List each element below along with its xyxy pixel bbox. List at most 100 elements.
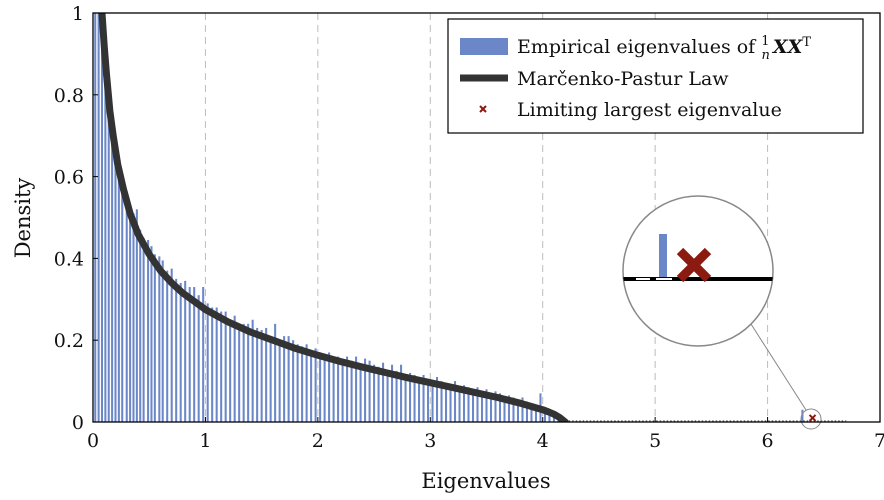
histogram-bar	[104, 33, 107, 422]
histogram-bar	[453, 381, 457, 422]
histogram-bar	[373, 364, 376, 422]
histogram-bar	[449, 385, 452, 422]
plot-frame	[92, 12, 881, 423]
histogram-bar	[462, 385, 466, 422]
histogram-bar	[206, 303, 209, 422]
histogram-bar	[480, 391, 484, 422]
histogram-bar	[158, 256, 161, 422]
histogram-bar	[247, 323, 250, 422]
x-axis-title: Eigenvalues	[421, 469, 550, 493]
histogram-bar	[409, 372, 412, 422]
histogram-bar	[485, 389, 488, 422]
histogram-bar	[521, 397, 524, 422]
histogram-bar	[238, 327, 241, 422]
x-tick-label: 7	[874, 430, 884, 452]
histogram-bar	[283, 336, 286, 422]
histogram-bar	[193, 287, 196, 422]
x-tick-label: 6	[762, 430, 774, 452]
histogram-bar	[377, 366, 380, 422]
histogram-bar	[274, 323, 277, 422]
y-tick-label: 0	[72, 412, 84, 434]
histogram-bar	[287, 336, 290, 422]
mp-law-curve-layer	[98, 13, 569, 422]
histogram-bar	[467, 387, 470, 422]
histogram-bar	[211, 307, 214, 422]
histogram-bar	[440, 381, 443, 422]
histogram-bar	[142, 237, 145, 422]
legend-fraction-numerator: 1	[761, 34, 769, 49]
histogram-bar	[337, 356, 340, 422]
histogram-bar	[458, 387, 461, 422]
histogram-bar	[121, 176, 124, 422]
histogram-bar	[132, 213, 135, 422]
histogram-bar	[269, 336, 272, 422]
histogram-bar	[319, 352, 322, 422]
histogram-bar	[305, 344, 308, 422]
legend-fraction-denominator: n	[762, 48, 770, 63]
y-tick-label: 0.4	[54, 248, 84, 270]
histogram-bar	[117, 160, 120, 422]
histogram-bar	[233, 315, 236, 422]
histogram-bar	[220, 311, 223, 422]
legend-label-mp-law: Marčenko-Pastur Law	[517, 68, 729, 90]
histogram-bar	[516, 399, 520, 422]
histogram-bar	[543, 407, 546, 422]
histogram-bar	[512, 397, 515, 422]
histogram-bar	[525, 401, 529, 422]
zoom-cross-marker	[676, 247, 712, 283]
histogram-bar	[278, 340, 281, 422]
legend-swatch-empirical	[460, 38, 508, 55]
histogram-bar	[328, 352, 331, 422]
zoom-outlier-bar	[659, 234, 667, 277]
histogram-bar	[229, 319, 232, 422]
histogram-bar	[350, 360, 353, 422]
histogram-bar	[188, 287, 191, 422]
histogram-bar	[139, 229, 142, 422]
histogram-bar	[489, 393, 493, 422]
histogram-bar	[391, 364, 394, 422]
histogram-bar	[436, 377, 439, 422]
histogram-bar	[224, 311, 227, 422]
histogram-bar	[135, 209, 138, 422]
histogram-bar	[507, 395, 511, 422]
histogram-bar	[125, 192, 128, 422]
histogram-bar	[346, 356, 349, 422]
histogram-bar	[422, 374, 425, 422]
x-tick-label: 4	[537, 430, 549, 452]
histogram-bar	[296, 344, 299, 422]
histogram-bar	[418, 381, 421, 422]
y-axis-title: Density	[11, 178, 35, 259]
histogram-bar	[368, 360, 371, 422]
legend-label-empirical: Empirical eigenvalues of 1 n XXT	[517, 34, 811, 63]
histogram-bar	[301, 346, 304, 422]
histogram-bar	[400, 364, 403, 422]
histogram-bar	[111, 111, 114, 422]
histogram-bar	[292, 340, 295, 422]
histogram-bar	[431, 381, 434, 422]
histogram-bar	[94, 13, 97, 422]
histogram-bar	[355, 356, 358, 422]
histogram-bar	[215, 307, 218, 422]
histogram-bar	[413, 374, 416, 422]
histogram-bar	[251, 319, 254, 422]
zoom-connector-line	[750, 323, 807, 411]
legend: Empirical eigenvalues of 1 n XXT Marčenko-…	[447, 18, 864, 134]
histogram-bar	[503, 397, 506, 422]
x-tick-label: 5	[649, 430, 661, 452]
x-tick-label: 2	[312, 430, 324, 452]
histogram-bar	[498, 393, 502, 422]
histogram-bar	[395, 370, 398, 422]
histogram-bar	[530, 403, 533, 422]
legend-box	[447, 18, 864, 134]
legend-transpose-symbol: T	[802, 35, 811, 50]
y-tick-label: 1	[72, 3, 84, 25]
histogram-bar	[314, 348, 317, 422]
histogram-bar	[323, 354, 326, 422]
histogram-bar	[161, 260, 164, 422]
zoom-inset	[622, 195, 822, 430]
histogram-bar	[97, 13, 100, 422]
histogram-bar	[310, 350, 313, 422]
histogram-bar	[129, 205, 132, 422]
legend-label-empirical-text: Empirical eigenvalues of	[517, 36, 761, 58]
y-axis-ticks: 0 0.2 0.4 0.6 0.8 1	[54, 3, 98, 434]
